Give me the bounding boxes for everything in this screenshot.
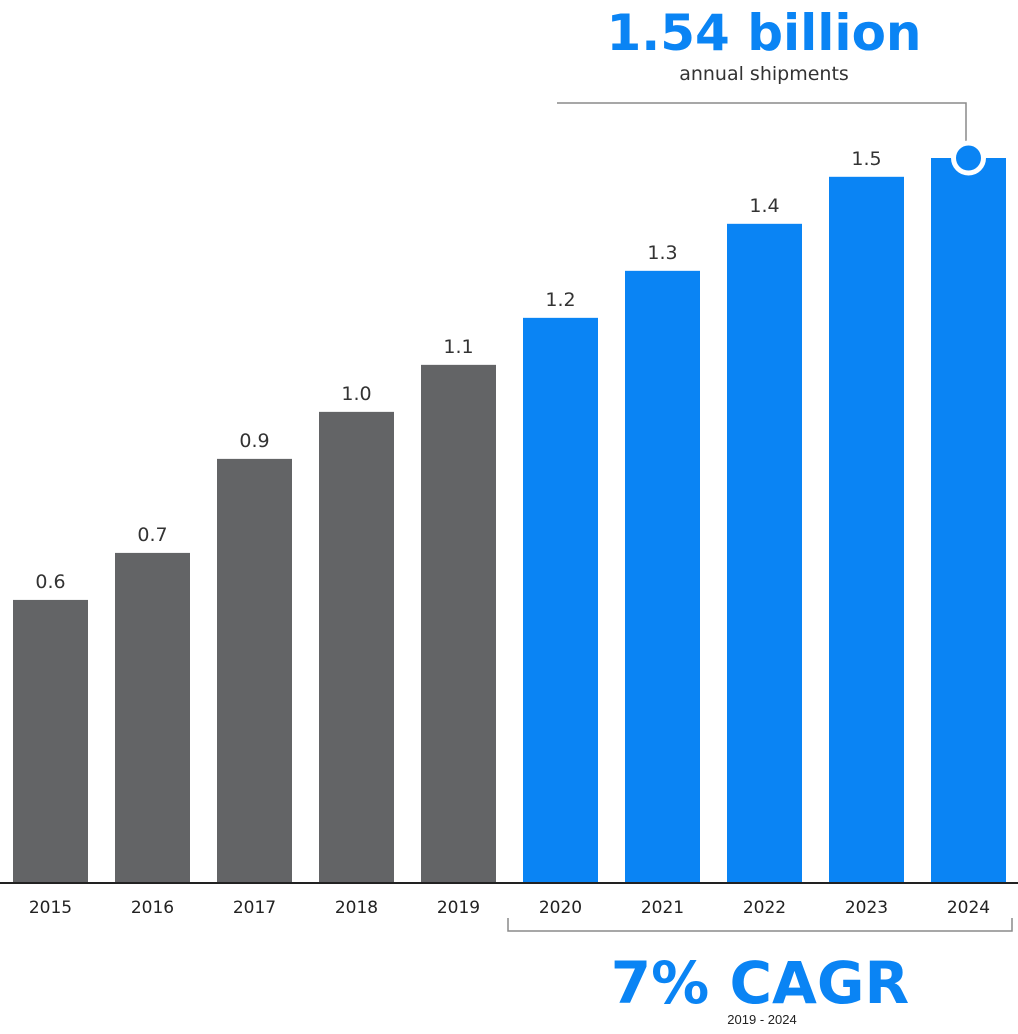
bar-2016 [115,552,190,882]
value-label-2022: 1.4 [749,195,779,217]
value-label-2018: 1.0 [341,383,371,405]
bar-2020 [523,317,598,883]
callout-connector [557,102,967,142]
value-label-2016: 0.7 [137,524,167,546]
tick-label-2018: 2018 [335,898,378,918]
tick-label-2024: 2024 [947,898,990,918]
value-label-2015: 0.6 [35,571,65,593]
tick-label-2017: 2017 [233,898,276,918]
tick-label-2021: 2021 [641,898,684,918]
tick-label-2022: 2022 [743,898,786,918]
cagr-bracket [507,918,1013,932]
cagr-value: 7% CAGR [611,949,909,1017]
tick-label-2015: 2015 [29,898,72,918]
bar-2024 [931,158,1006,882]
value-label-2021: 1.3 [647,242,677,264]
callout-value: 1.54 billion [606,4,921,62]
tick-label-2023: 2023 [845,898,888,918]
bars-layer [13,158,1006,883]
bar-2023 [829,176,904,883]
tick-label-2020: 2020 [539,898,582,918]
callout-caption: annual shipments [679,63,849,85]
tick-label-2016: 2016 [131,898,174,918]
bar-2015 [13,599,88,882]
value-label-2020: 1.2 [545,289,575,311]
value-labels-layer: 0.6 0.7 0.9 1.0 1.1 1.2 1.3 1.4 1.5 [35,148,881,593]
value-label-2023: 1.5 [851,148,881,170]
value-label-2017: 0.9 [239,430,269,452]
highlight-marker [951,140,986,176]
bar-2022 [727,223,802,882]
value-label-2019: 1.1 [443,336,473,358]
bar-2018 [319,411,394,882]
bar-2021 [625,270,700,882]
bar-2017 [217,458,292,882]
tick-labels-layer: 2015 2016 2017 2018 2019 2020 2021 2022 2023 2024 [29,898,990,918]
tick-label-2019: 2019 [437,898,480,918]
cagr-period: 2019 - 2024 [727,1012,796,1027]
bar-2019 [421,364,496,882]
